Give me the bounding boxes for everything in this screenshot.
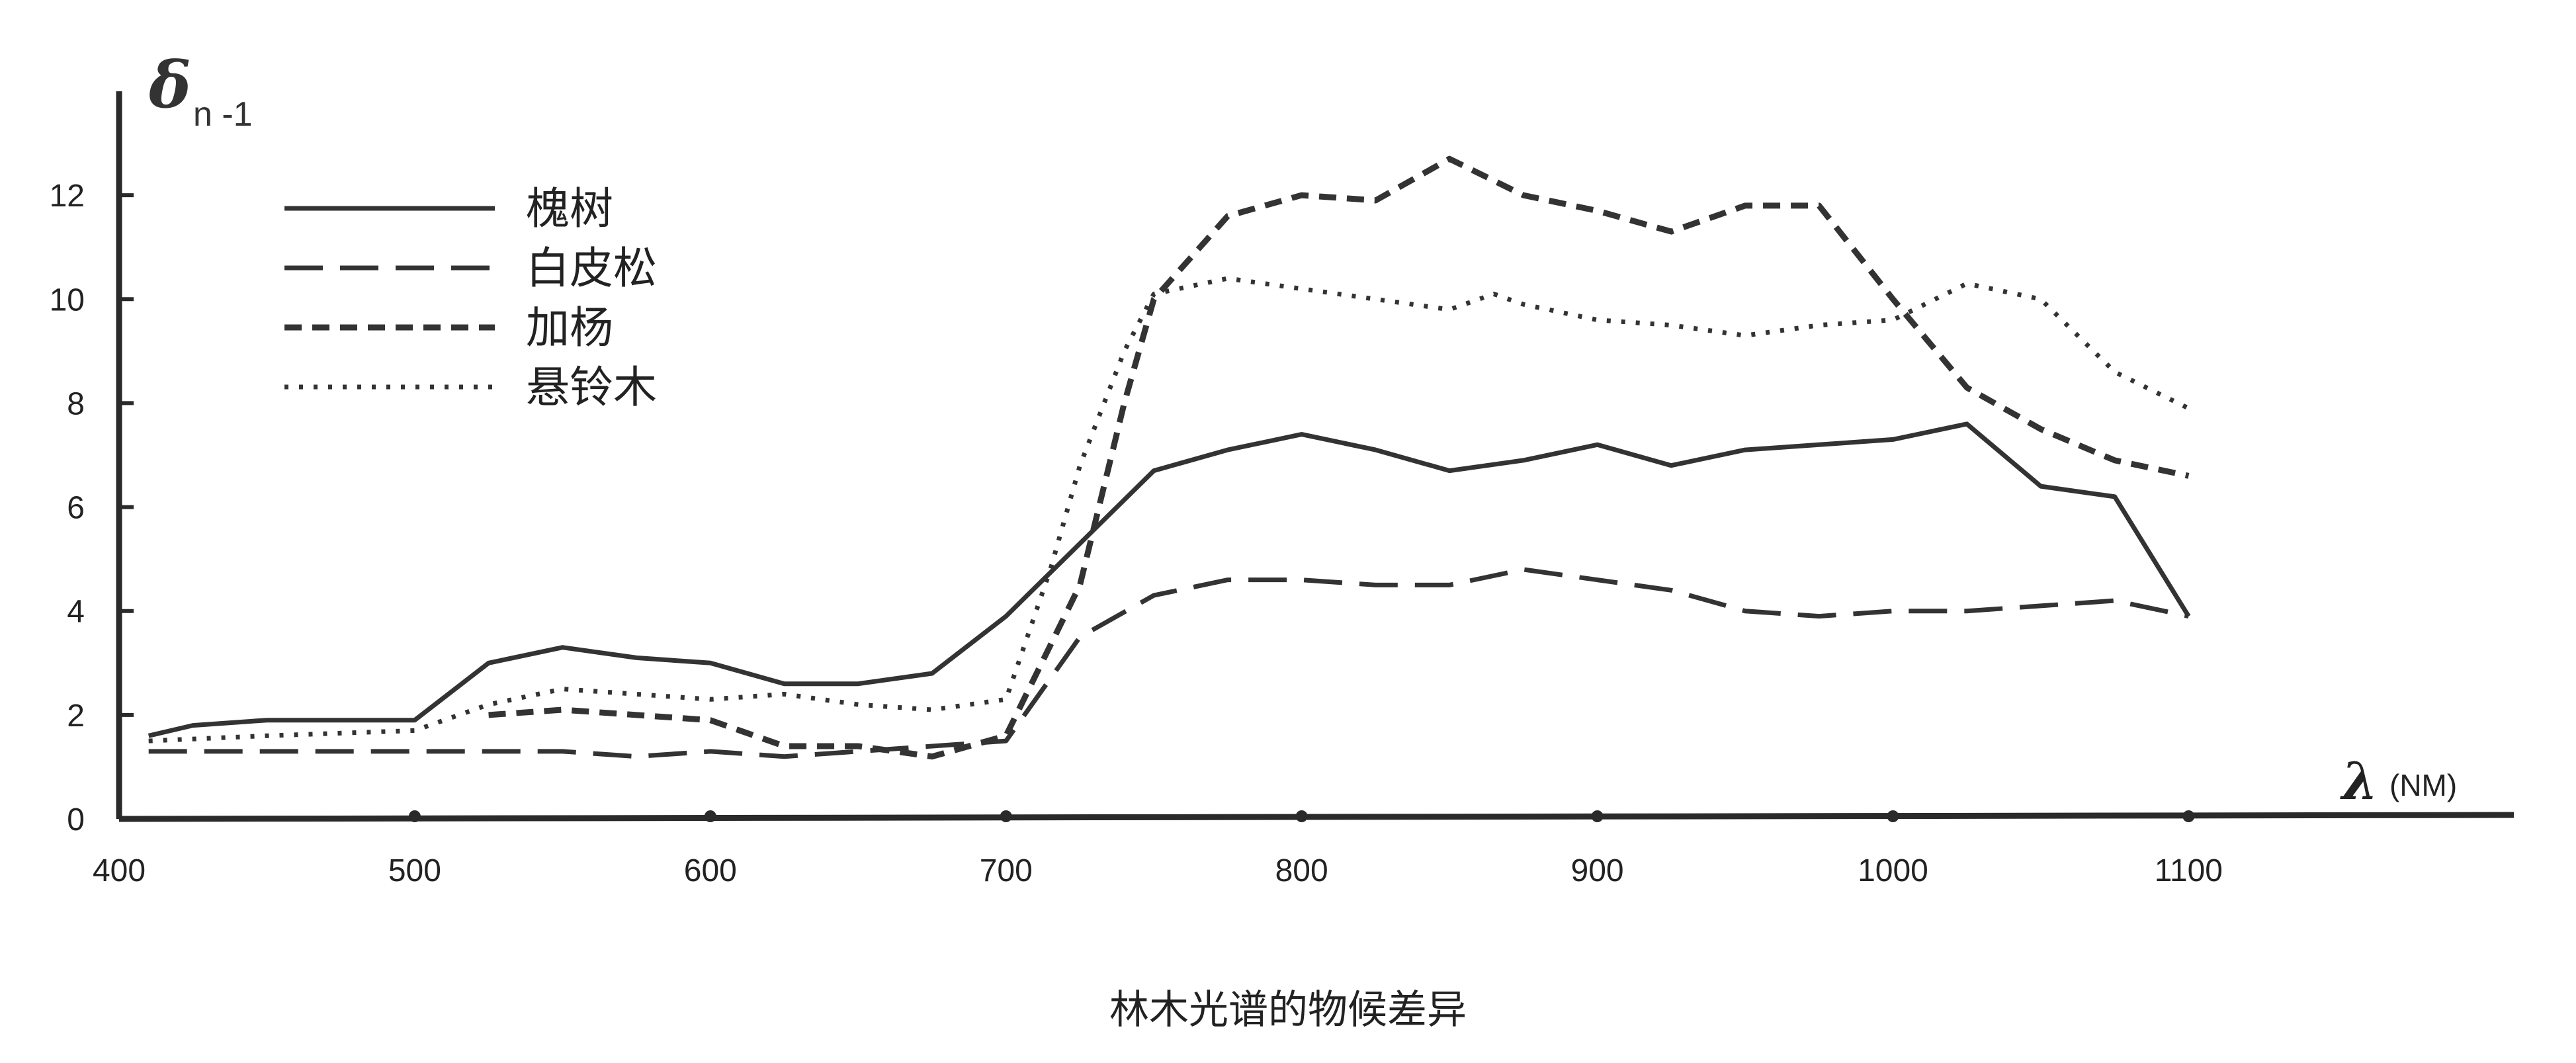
- x-axis-label-unit: (NM): [2389, 768, 2457, 802]
- x-tick-mark: [1887, 810, 1899, 822]
- x-tick-label: 900: [1571, 853, 1624, 888]
- series-line-3: [488, 155, 2190, 760]
- x-axis-label-main: λ: [2340, 751, 2378, 812]
- y-axis-label-main: δ: [148, 48, 191, 122]
- x-tick-label: 800: [1275, 853, 1328, 888]
- x-tick-label: 1000: [1858, 853, 1928, 888]
- y-axis-label: δ n -1: [148, 48, 253, 134]
- legend-label-3: 加杨: [526, 302, 613, 353]
- y-tick-label: 8: [67, 386, 85, 421]
- x-tick-mark: [1591, 810, 1604, 822]
- series-line-1: [148, 421, 2191, 738]
- x-tick-mark: [408, 810, 421, 822]
- x-tick-mark: [1000, 810, 1012, 822]
- x-tick-label: 1100: [2155, 853, 2223, 888]
- y-tick-label: 2: [67, 699, 85, 734]
- legend-label-1: 槐树: [526, 183, 613, 234]
- chart-caption: 林木光谱的物候差异: [1109, 987, 1467, 1033]
- series-group: [148, 155, 2191, 760]
- series-line-4: [148, 276, 2190, 744]
- y-tick-label: 10: [50, 282, 85, 318]
- y-axis-label-sub: n -1: [193, 95, 253, 134]
- legend-label-2: 白皮松: [526, 243, 657, 294]
- legend-label-4: 悬铃木: [526, 362, 657, 413]
- y-tick-label: 0: [67, 802, 85, 837]
- y-tick-label: 6: [67, 491, 85, 526]
- x-ticks: 400 500 600 700 800 900 1000 1100: [93, 810, 2223, 888]
- axes: [116, 91, 2514, 822]
- x-tick-label: 600: [684, 853, 737, 888]
- y-ticks: 0 2 4 6 8 10 12: [50, 179, 134, 837]
- x-tick-label: 500: [388, 853, 441, 888]
- x-axis-label: λ (NM): [2340, 751, 2457, 812]
- x-tick-label: 700: [980, 853, 1033, 888]
- x-axis-line: [118, 812, 2514, 822]
- x-tick-mark: [704, 810, 716, 822]
- y-tick-label: 4: [67, 595, 85, 630]
- series-line-2: [148, 567, 2190, 759]
- y-tick-label: 12: [50, 179, 85, 214]
- x-tick-mark: [1295, 810, 1308, 822]
- x-tick-label: 400: [93, 853, 146, 888]
- x-tick-mark: [2182, 810, 2195, 822]
